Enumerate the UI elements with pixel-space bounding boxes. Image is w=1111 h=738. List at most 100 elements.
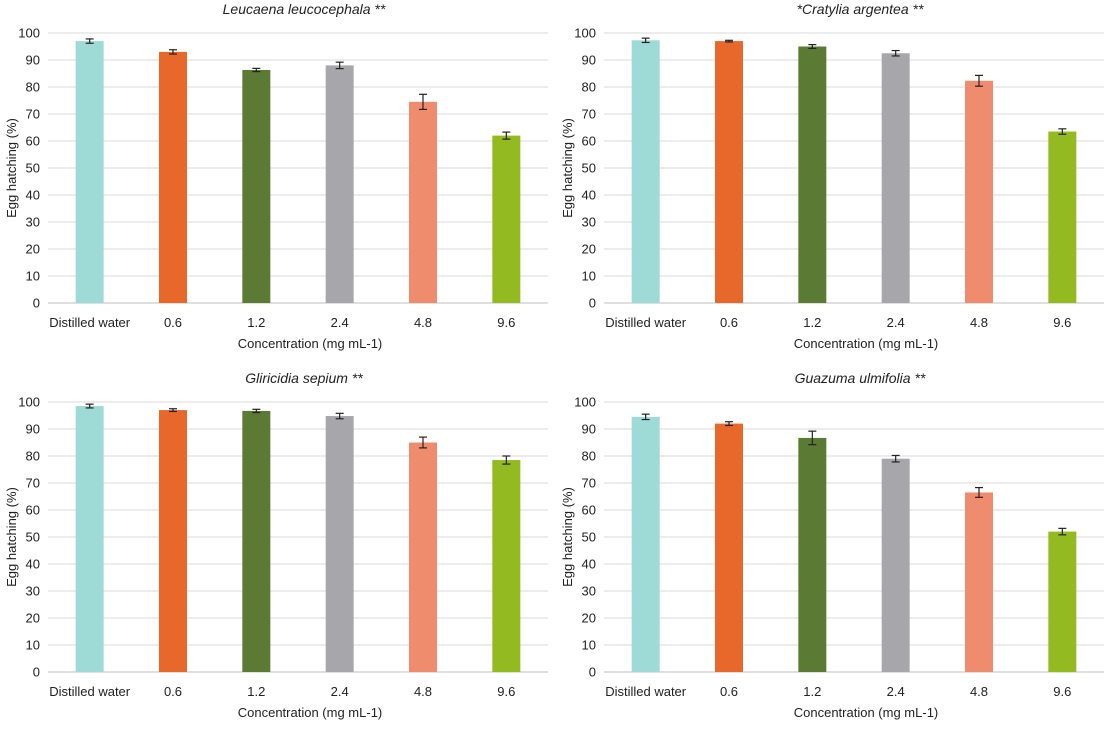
error-bar <box>975 486 983 498</box>
y-tick-label: 60 <box>582 134 596 149</box>
y-axis-label: Egg hatching (%) <box>4 487 19 587</box>
x-tick-label: 1.2 <box>803 315 821 330</box>
y-tick-label: 10 <box>582 638 596 653</box>
error-bar <box>641 413 650 421</box>
error-bar <box>85 38 94 44</box>
y-tick-label: 30 <box>26 215 40 230</box>
y-tick-label: 90 <box>582 422 596 437</box>
error-bar <box>725 39 733 43</box>
chart-panel-guazuma: Guazuma ulmifolia ** 0 10 20 30 40 50 60 70 80 90 1… <box>556 369 1111 738</box>
x-tick-label: 1.2 <box>247 684 265 699</box>
y-tick-label: 70 <box>582 476 596 491</box>
y-tick-label: 100 <box>18 26 40 41</box>
bar <box>715 41 743 303</box>
y-tick-label: 100 <box>18 395 40 410</box>
bar <box>1048 131 1077 303</box>
y-tick-label: 80 <box>582 80 596 95</box>
bar <box>881 53 910 303</box>
y-axis-label: Egg hatching (%) <box>4 118 19 218</box>
y-tick-label: 70 <box>26 476 40 491</box>
y-tick-label: 20 <box>26 611 40 626</box>
error-bar <box>975 74 983 87</box>
y-tick-label: 60 <box>582 503 596 518</box>
bar <box>409 442 437 672</box>
y-tick-label: 90 <box>26 422 40 437</box>
bar <box>492 460 521 672</box>
y-tick-label: 40 <box>582 188 596 203</box>
error-bar <box>252 67 261 73</box>
error-bar <box>335 61 344 70</box>
bar <box>965 80 993 303</box>
x-tick-label: 4.8 <box>970 315 988 330</box>
error-bar <box>335 412 344 420</box>
y-tick-label: 50 <box>26 161 40 176</box>
y-tick-label: 90 <box>26 53 40 68</box>
y-axis-label: Egg hatching (%) <box>560 487 575 587</box>
y-tick-label: 60 <box>26 503 40 518</box>
y-tick-label: 100 <box>574 395 596 410</box>
y-tick-label: 40 <box>582 557 596 572</box>
bar <box>159 51 187 304</box>
y-tick-label: 20 <box>582 242 596 257</box>
x-tick-label: 1.2 <box>803 684 821 699</box>
chart-svg-leucaena: Leucaena leucocephala ** 0 10 20 30 40 50 60 70 8… <box>4 1 548 351</box>
error-bar <box>419 93 427 111</box>
x-tick-label: 2.4 <box>331 315 349 330</box>
y-tick-label: 10 <box>582 269 596 284</box>
x-tick-label: Distilled water <box>49 684 131 699</box>
y-tick-label: 20 <box>582 611 596 626</box>
y-tick-label: 10 <box>26 638 40 653</box>
x-tick-label: 0.6 <box>720 315 738 330</box>
error-bar <box>641 37 650 44</box>
chart-title: *Cratylia argentea ** <box>797 1 924 17</box>
bar <box>492 135 521 303</box>
error-bar <box>502 455 511 465</box>
bar <box>631 416 660 672</box>
x-axis-label: Concentration (mg mL-1) <box>794 705 939 720</box>
y-tick-label: 20 <box>26 242 40 257</box>
x-tick-label: 0.6 <box>720 684 738 699</box>
y-tick-label: 10 <box>26 269 40 284</box>
x-tick-label: 4.8 <box>414 315 432 330</box>
error-bar <box>502 131 511 140</box>
y-tick-label: 0 <box>589 665 596 680</box>
y-tick-label: 0 <box>589 296 596 311</box>
bar <box>325 65 354 304</box>
bar <box>798 437 827 672</box>
error-bar <box>808 44 817 49</box>
bar <box>1048 531 1077 672</box>
y-tick-label: 80 <box>26 80 40 95</box>
error-bar <box>85 403 94 409</box>
x-axis-label: Concentration (mg mL-1) <box>238 336 383 351</box>
x-tick-label: Distilled water <box>49 315 131 330</box>
y-tick-label: 30 <box>582 584 596 599</box>
y-tick-label: 30 <box>582 215 596 230</box>
y-tick-label: 90 <box>582 53 596 68</box>
chart-title: Guazuma ulmifolia ** <box>795 370 926 386</box>
error-bar <box>169 408 177 413</box>
bar <box>159 410 187 672</box>
bar <box>75 41 104 303</box>
bar <box>631 40 660 303</box>
x-tick-label: 2.4 <box>887 315 905 330</box>
chart-panel-cratylia: *Cratylia argentea ** 0 10 20 30 40 50 60 70 80 90… <box>556 0 1111 369</box>
y-tick-label: 30 <box>26 584 40 599</box>
error-bar <box>891 49 900 57</box>
x-tick-label: 4.8 <box>970 684 988 699</box>
y-tick-label: 0 <box>33 665 40 680</box>
bar <box>715 423 743 672</box>
y-tick-label: 50 <box>26 530 40 545</box>
x-tick-label: 2.4 <box>331 684 349 699</box>
bar <box>881 458 910 672</box>
error-bar <box>1058 527 1067 536</box>
x-tick-label: Distilled water <box>605 684 687 699</box>
bar <box>965 492 993 672</box>
y-tick-label: 70 <box>582 107 596 122</box>
y-tick-label: 70 <box>26 107 40 122</box>
error-bar <box>252 408 261 414</box>
x-tick-label: 0.6 <box>164 315 182 330</box>
y-tick-label: 100 <box>574 26 596 41</box>
x-tick-label: 2.4 <box>887 684 905 699</box>
x-tick-label: 9.6 <box>1053 315 1071 330</box>
error-bar <box>1058 128 1067 135</box>
